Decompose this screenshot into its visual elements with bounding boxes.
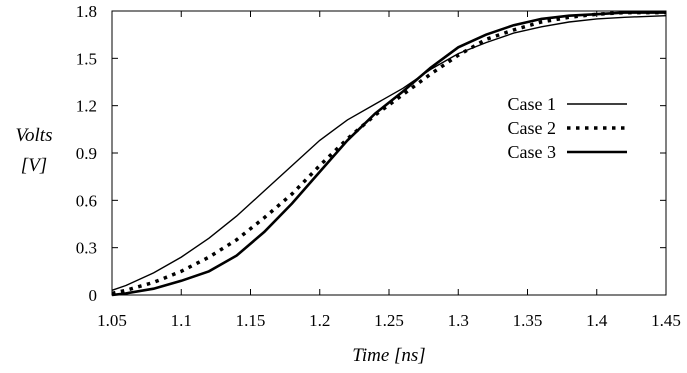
x-tick-label: 1.2 [309,311,330,330]
legend-label: Case 1 [508,94,557,114]
x-tick-label: 1.25 [374,311,404,330]
y-tick-label: 0.6 [76,191,97,210]
x-tick-label: 1.45 [651,311,681,330]
y-tick-label: 1.8 [76,2,97,21]
series-line-case-1 [111,15,667,291]
y-axis: 0 0.3 0.6 0.9 1.2 1.5 1.8 [76,2,666,305]
legend-label: Case 3 [508,142,557,162]
x-axis-title: Time [ns] [352,345,425,366]
x-tick-label: 1.15 [236,311,266,330]
x-tick-label: 1.1 [171,311,192,330]
y-tick-label: 0.3 [76,239,97,258]
y-axis-title-italic: Volts [16,125,53,146]
x-tick-label: 1.3 [448,311,469,330]
x-tick-label: 1.35 [513,311,543,330]
series-lines [111,10,667,297]
x-tick-label: 1.4 [586,311,608,330]
legend-label: Case 2 [508,118,557,138]
series-line-case-2 [111,10,666,296]
legend: Case 1 Case 2 Case 3 [508,94,627,162]
y-tick-label: 0.9 [76,144,97,163]
y-tick-label: 1.5 [76,49,97,68]
y-tick-label: 0 [89,286,98,305]
y-axis-title-unit: [V] [21,155,47,176]
y-tick-label: 1.2 [76,97,97,116]
x-tick-label: 1.05 [97,311,127,330]
x-axis: 1.05 1.1 1.15 1.2 1.25 1.3 1.35 1.4 1.45 [97,11,681,330]
series-line-case-3 [111,11,666,297]
